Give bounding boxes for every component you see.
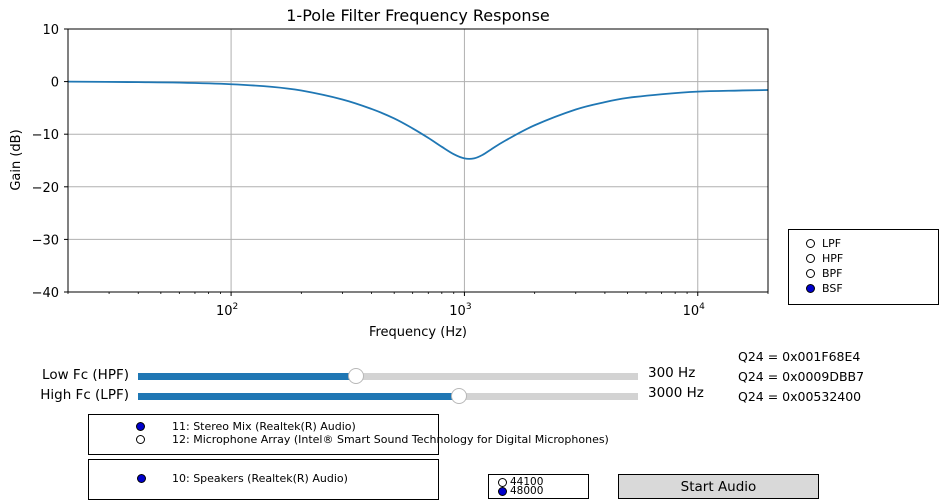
filter-type-radio-button[interactable]	[806, 254, 815, 263]
y-tick-label: −20	[32, 181, 59, 196]
slider-value: 3000 Hz	[648, 385, 704, 401]
input-device-radio-button[interactable]	[136, 422, 145, 431]
q24-readout-1: Q24 = 0x0009DBB7	[738, 369, 865, 384]
y-axis-label: Gain (dB)	[9, 129, 24, 190]
x-tick-label: 103	[449, 302, 471, 319]
y-tick-label: −40	[32, 286, 59, 301]
q24-readout-0: Q24 = 0x001F68E4	[738, 349, 861, 364]
sample-rate-label: 44100	[510, 476, 544, 488]
filter-type-label: BPF	[822, 267, 843, 280]
output-device-label: 10: Speakers (Realtek(R) Audio)	[172, 472, 348, 485]
sample-rate-radio-button[interactable]	[498, 477, 507, 487]
filter-type-label: BSF	[822, 282, 843, 295]
filter-type-option[interactable]: LPF	[806, 237, 841, 250]
y-tick-label: −30	[32, 233, 59, 248]
filter-type-label: LPF	[822, 237, 842, 250]
filter-type-radio-button[interactable]	[806, 269, 815, 278]
output-device-radio-group	[88, 459, 439, 500]
x-tick-label: 104	[683, 302, 706, 319]
output-device-option[interactable]: 10: Speakers (Realtek(R) Audio)	[137, 472, 348, 485]
plot-area-frame	[67, 28, 769, 293]
y-tick-label: −10	[32, 128, 59, 143]
start-audio-button[interactable]: Start Audio	[618, 474, 819, 499]
output-device-radio-button[interactable]	[137, 474, 146, 483]
x-tick-label: 102	[216, 302, 238, 319]
filter-type-option[interactable]: BSF	[806, 282, 843, 295]
input-device-option[interactable]: 12: Microphone Array (Intel® Smart Sound…	[136, 433, 609, 446]
sample-rate-label: 48000	[510, 485, 544, 497]
slider-handle[interactable]	[347, 368, 364, 384]
frequency-response-chart: 1-Pole Filter Frequency Response 102 103 1…	[9, 6, 769, 340]
q24-readout-2: Q24 = 0x00532400	[738, 389, 862, 404]
input-device-radio-button[interactable]	[136, 435, 145, 444]
filter-type-label: HPF	[822, 252, 844, 265]
chart-title: 1-Pole Filter Frequency Response	[286, 6, 550, 25]
slider-handle[interactable]	[450, 388, 467, 404]
sample-rate-option[interactable]: 44100	[498, 476, 543, 488]
input-device-label: 12: Microphone Array (Intel® Smart Sound…	[172, 433, 609, 446]
slider-fill	[138, 373, 356, 380]
slider-fill	[138, 393, 459, 400]
high-fc-slider[interactable]	[138, 388, 638, 404]
y-tick-label: 0	[51, 76, 59, 91]
slider-label: Low Fc (HPF)	[42, 367, 129, 383]
input-device-radio-group	[88, 414, 439, 455]
filter-type-option[interactable]: BPF	[806, 267, 843, 280]
x-axis-label: Frequency (Hz)	[369, 325, 467, 340]
response-curve	[67, 80, 769, 160]
low-fc-slider[interactable]	[138, 368, 638, 384]
sample-rate-radio-button[interactable]	[498, 486, 507, 496]
input-device-label: 11: Stereo Mix (Realtek(R) Audio)	[172, 420, 356, 433]
slider-label: High Fc (LPF)	[40, 387, 129, 403]
y-tick-label: 10	[42, 23, 59, 38]
sample-rate-option[interactable]: 48000	[498, 485, 543, 497]
filter-type-radio-button[interactable]	[806, 284, 815, 293]
slider-value: 300 Hz	[648, 365, 696, 381]
filter-type-option[interactable]: HPF	[806, 252, 843, 265]
filter-type-radio-button[interactable]	[806, 239, 815, 248]
input-device-option[interactable]: 11: Stereo Mix (Realtek(R) Audio)	[136, 420, 356, 433]
